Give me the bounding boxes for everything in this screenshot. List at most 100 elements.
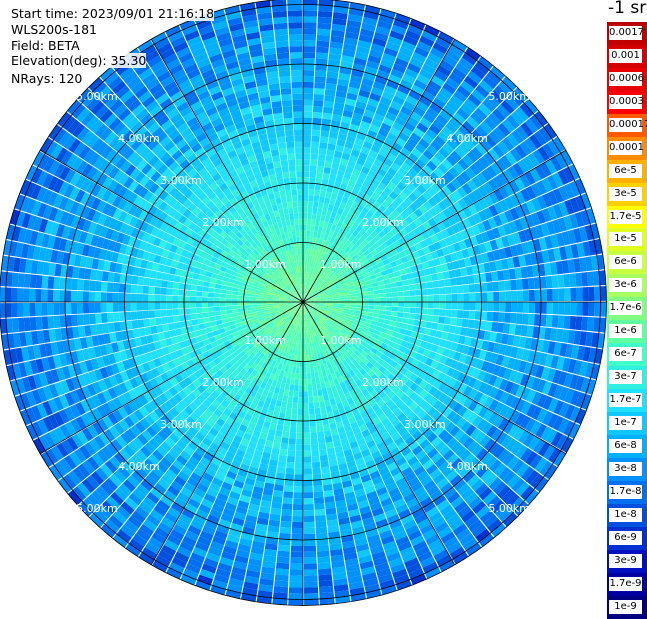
range-gate-cell — [304, 451, 312, 457]
range-gate-cell — [277, 551, 290, 558]
range-gate-cell — [303, 379, 307, 385]
range-gate-cell — [278, 461, 287, 468]
range-gate-cell — [309, 189, 315, 195]
range-gate-cell — [42, 316, 49, 329]
range-gate-cell — [392, 302, 398, 307]
range-gate-cell — [238, 295, 244, 298]
range-gate-cell — [374, 298, 380, 302]
range-gate-cell — [286, 462, 294, 469]
range-gate-cell — [287, 450, 295, 456]
range-gate-cell — [487, 292, 493, 301]
range-gate-cell — [505, 291, 511, 301]
range-gate-cell — [569, 273, 576, 287]
range-gate-cell — [226, 310, 232, 314]
range-gate-cell — [289, 581, 303, 587]
range-gate-cell — [292, 409, 298, 415]
range-gate-cell — [244, 302, 250, 305]
range-gate-cell — [319, 580, 333, 587]
range-gate-cell — [191, 279, 198, 285]
range-gate-cell — [444, 279, 451, 287]
range-gate-cell — [303, 201, 308, 207]
range-gate-cell — [320, 190, 326, 197]
range-gate-cell — [303, 361, 306, 367]
range-gate-cell — [95, 313, 102, 323]
range-gate-cell — [250, 305, 256, 308]
range-gate-cell — [362, 292, 368, 296]
range-gate-cell — [192, 273, 199, 280]
range-gate-cell — [310, 153, 318, 159]
range-gate-cell — [304, 587, 318, 593]
range-gate-cell — [350, 296, 356, 299]
range-gate-cell — [321, 467, 330, 474]
range-gate-cell — [576, 287, 582, 301]
range-gate-cell — [30, 274, 37, 288]
range-gate-cell — [277, 557, 290, 564]
range-gate-cell — [209, 283, 216, 288]
range-gate-cell — [587, 272, 594, 286]
range-gate-cell — [173, 316, 180, 323]
range-gate-cell — [303, 112, 312, 118]
range-gate-cell — [309, 403, 315, 409]
range-gate-cell — [178, 289, 184, 295]
range-gate-cell — [280, 521, 291, 528]
range-gate-cell — [303, 433, 310, 439]
range-gate-cell — [415, 308, 421, 314]
range-gate-cell — [318, 202, 324, 209]
range-gate-cell — [428, 302, 434, 308]
range-gate-cell — [168, 323, 175, 331]
range-gate-cell — [125, 284, 132, 293]
range-gate-cell — [307, 213, 312, 219]
range-gate-cell — [282, 431, 289, 438]
range-gate-cell — [311, 438, 318, 444]
range-gate-cell — [304, 516, 315, 522]
range-gate-cell — [499, 291, 505, 301]
range-gate-cell — [136, 303, 142, 311]
range-gate-cell — [314, 82, 325, 89]
range-gate-cell — [505, 302, 511, 312]
range-gate-cell — [208, 312, 214, 317]
range-gate-cell — [304, 456, 312, 462]
range-gate-cell — [481, 302, 487, 311]
range-gate-cell — [297, 421, 303, 427]
range-gate-cell — [312, 462, 320, 469]
range-gate-cell — [576, 302, 582, 316]
range-gate-cell — [529, 302, 535, 313]
range-gate-cell — [295, 468, 303, 474]
range-gate-cell — [296, 445, 303, 451]
range-gate-cell — [47, 290, 53, 302]
range-gate-cell — [191, 319, 198, 325]
range-gate-cell — [162, 273, 169, 281]
range-gate-cell — [48, 316, 55, 329]
range-gate-cell — [316, 47, 329, 54]
range-gate-cell — [209, 316, 216, 322]
range-gate-cell — [131, 285, 138, 294]
range-gate-cell — [310, 171, 317, 177]
range-gate-cell — [457, 294, 463, 302]
range-gate-cell — [303, 100, 313, 106]
range-gate-cell — [287, 402, 293, 409]
range-gate-cell — [143, 277, 150, 285]
range-gate-cell — [303, 124, 312, 130]
range-gate-cell — [564, 288, 570, 301]
range-gate-cell — [396, 281, 403, 287]
range-gate-cell — [154, 303, 160, 310]
range-gate-cell — [356, 302, 362, 305]
range-gate-cell — [131, 311, 138, 320]
range-gate-cell — [438, 280, 445, 288]
range-gate-cell — [289, 384, 294, 390]
range-gate-cell — [323, 173, 330, 180]
range-gate-cell — [570, 302, 576, 315]
range-gate-cell — [523, 302, 529, 313]
range-gate-cell — [304, 445, 311, 451]
range-gate-cell — [214, 293, 220, 298]
range-gate-cell — [386, 306, 392, 311]
range-gate-cell — [299, 373, 303, 379]
range-gate-cell — [184, 290, 190, 296]
range-gate-cell — [588, 302, 594, 316]
range-gate-cell — [166, 295, 172, 302]
range-gate-cell — [24, 274, 31, 288]
range-gate-cell — [485, 321, 492, 331]
range-gate-cell — [83, 314, 90, 325]
range-gate-cell — [160, 310, 166, 317]
